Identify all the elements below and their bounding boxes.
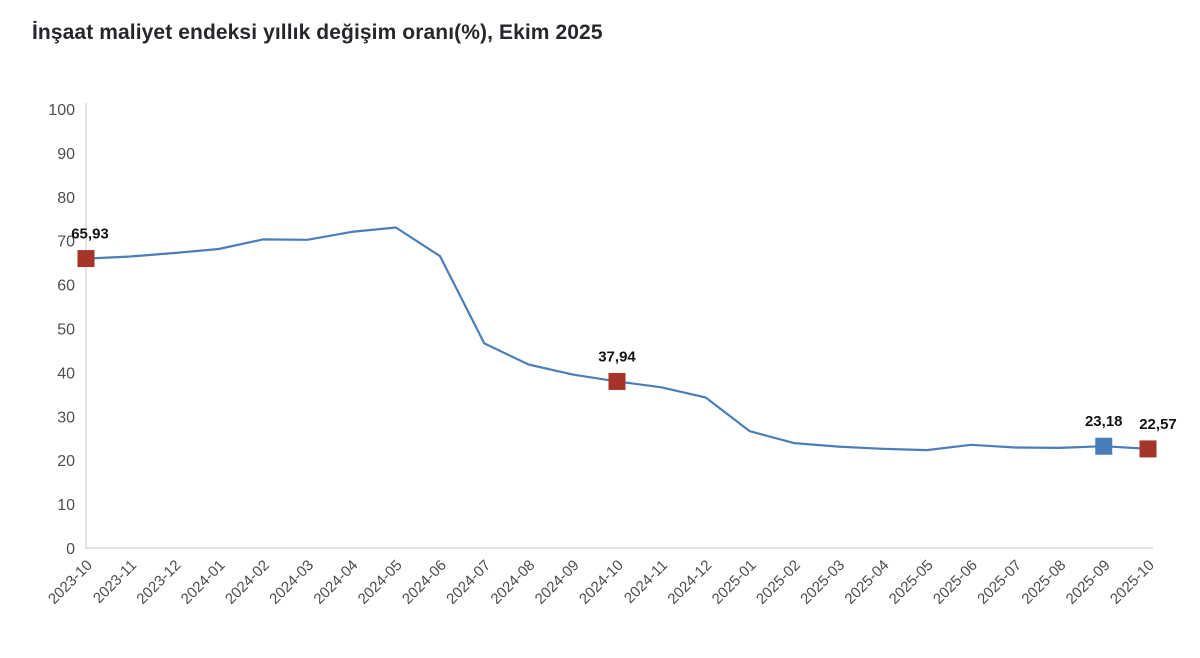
y-tick-label: 20	[57, 453, 75, 470]
y-tick-label: 70	[57, 234, 75, 251]
x-tick-label: 2023-10	[45, 557, 96, 608]
x-tick-label: 2024-02	[222, 557, 273, 608]
y-tick-label: 80	[57, 190, 75, 207]
x-tick-label: 2025-08	[1018, 557, 1069, 608]
chart-title: İnşaat maliyet endeksi yıllık değişim or…	[32, 21, 603, 44]
x-tick-label: 2025-07	[974, 557, 1025, 608]
x-tick-label: 2025-10	[1107, 557, 1158, 608]
y-tick-label: 10	[57, 497, 75, 514]
x-tick-label: 2024-09	[532, 557, 583, 608]
x-tick-label: 2024-12	[664, 557, 715, 608]
point-marker-2023-10	[77, 250, 95, 268]
x-tick-label: 2024-08	[487, 557, 538, 608]
y-tick-label: 0	[66, 541, 75, 558]
point-marker-2025-10	[1139, 440, 1157, 458]
point-marker-2024-10	[608, 372, 626, 390]
x-tick-label: 2025-05	[886, 557, 937, 608]
y-tick-label: 40	[57, 365, 75, 382]
series-line	[85, 226, 1149, 452]
x-tick-label: 2024-11	[621, 557, 671, 607]
x-tick-label: 2024-07	[443, 557, 494, 608]
x-tick-label: 2023-12	[133, 557, 184, 608]
x-tick-label: 2025-04	[841, 557, 892, 608]
x-tick-label: 2024-05	[355, 557, 406, 608]
x-tick-label: 2024-04	[310, 557, 361, 608]
x-tick-label: 2024-01	[178, 557, 229, 608]
chart-series	[85, 226, 1149, 452]
x-tick-label: 2025-02	[753, 557, 804, 608]
y-tick-label: 50	[57, 322, 75, 339]
y-tick-label: 100	[48, 102, 75, 119]
x-tick-label: 2024-06	[399, 557, 450, 608]
x-tick-label: 2025-01	[709, 557, 760, 608]
x-tick-label: 2023-11	[90, 557, 140, 607]
chart-annotations: 65,93 37,94 23,18 22,57	[71, 226, 1177, 458]
y-tick-label: 30	[57, 409, 75, 426]
point-label-2025-09: 23,18	[1085, 413, 1123, 430]
y-tick-label: 60	[57, 278, 75, 295]
point-label-2025-10: 22,57	[1139, 416, 1177, 433]
point-marker-2025-09	[1095, 437, 1113, 455]
point-label-2023-10: 65,93	[71, 226, 109, 243]
x-tick-label: 2024-03	[266, 557, 317, 608]
point-label-2024-10: 37,94	[598, 348, 636, 365]
x-tick-label: 2025-09	[1063, 557, 1114, 608]
y-tick-label: 90	[57, 146, 75, 163]
x-tick-label: 2025-06	[930, 557, 981, 608]
x-tick-label: 2025-03	[797, 557, 848, 608]
x-tick-label: 2024-10	[576, 557, 627, 608]
